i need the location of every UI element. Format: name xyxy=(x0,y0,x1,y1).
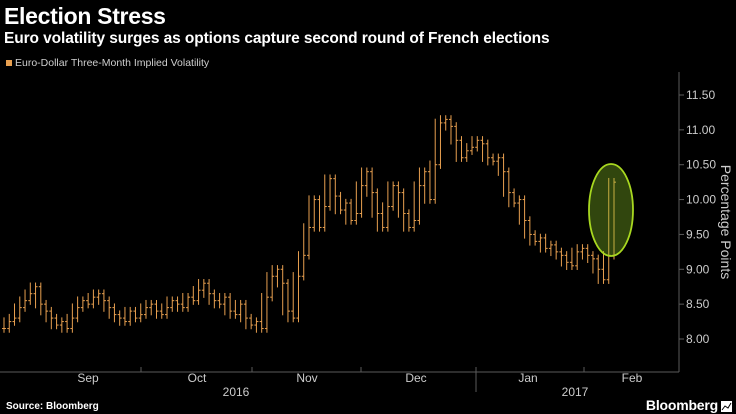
y-tick-label: 11.50 xyxy=(686,88,715,102)
y-tick-label: 10.50 xyxy=(686,158,716,172)
source-note: Source: Bloomberg xyxy=(6,401,99,412)
y-tick-label: 11.00 xyxy=(686,123,715,137)
x-month-label: Feb xyxy=(622,371,643,385)
y-tick-label: 9.50 xyxy=(686,227,710,241)
x-month-label: Jan xyxy=(518,371,537,385)
bloomberg-chart-icon xyxy=(721,401,732,412)
x-month-label: Oct xyxy=(188,371,207,385)
y-tick-label: 9.00 xyxy=(686,262,710,276)
x-ticks: Sep Oct Nov Dec Jan Feb 2016 2017 xyxy=(77,367,643,399)
chart-title: Election Stress xyxy=(4,3,166,29)
series-group xyxy=(2,115,616,333)
y-tick-label: 8.50 xyxy=(686,297,710,311)
x-month-label: Nov xyxy=(296,371,317,385)
legend: Euro-Dollar Three-Month Implied Volatili… xyxy=(6,57,209,69)
brand-logo-text: Bloomberg xyxy=(645,397,718,413)
legend-label: Euro-Dollar Three-Month Implied Volatili… xyxy=(15,57,210,69)
x-month-label: Dec xyxy=(405,371,426,385)
chart-subtitle: Euro volatility surges as options captur… xyxy=(4,30,550,47)
x-year-label: 2016 xyxy=(223,385,250,399)
y-tick-label: 8.00 xyxy=(686,332,710,346)
legend-swatch xyxy=(6,60,12,66)
y-axis-label: Percentage Points xyxy=(718,165,734,279)
x-month-label: Sep xyxy=(77,371,99,385)
y-tick-label: 10.00 xyxy=(686,193,716,207)
y-ticks: 8.00 8.50 9.00 9.50 10.00 10.50 11.00 11.50 xyxy=(679,88,716,346)
x-year-label: 2017 xyxy=(562,385,589,399)
highlight-ellipse xyxy=(588,163,634,257)
